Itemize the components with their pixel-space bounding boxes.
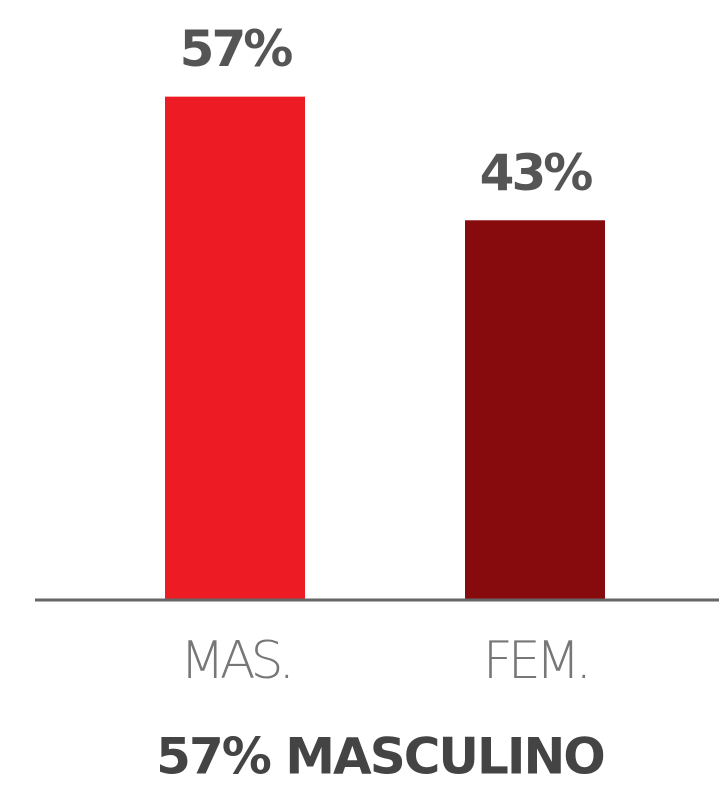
- bar: [165, 96, 305, 601]
- value-label: 43%: [480, 144, 593, 202]
- value-label: 57%: [180, 20, 293, 78]
- bar: [465, 220, 605, 600]
- chart-caption: 57% MASCULINO: [156, 728, 604, 786]
- x-tick-label: FEM.: [483, 631, 587, 691]
- x-tick-label: MAS.: [180, 631, 290, 691]
